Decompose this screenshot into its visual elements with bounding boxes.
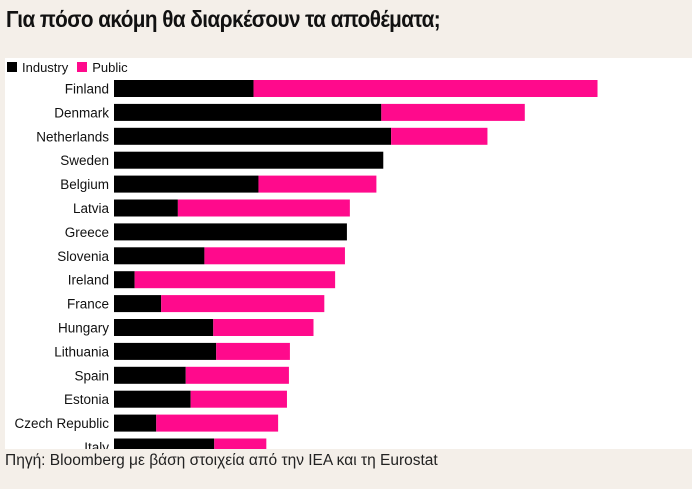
- bar-lithuania-public: [216, 342, 290, 360]
- category-label-france: France: [67, 297, 109, 312]
- legend-item-industry: Industry: [7, 60, 68, 75]
- bar-estonia-public: [190, 390, 287, 408]
- bar-czech-republic-public: [156, 414, 279, 432]
- category-label-hungary: Hungary: [58, 321, 109, 336]
- category-label-netherlands: Netherlands: [36, 129, 109, 144]
- bar-ireland-industry: [114, 271, 135, 289]
- bar-netherlands-industry: [114, 127, 392, 145]
- bar-italy-industry: [114, 438, 215, 449]
- category-label-belgium: Belgium: [60, 177, 109, 192]
- source-note: Πηγή: Bloomberg με βάση στοιχεία από την…: [5, 452, 438, 469]
- category-label-estonia: Estonia: [64, 392, 110, 407]
- bar-latvia-public: [177, 199, 350, 217]
- bar-hungary-public: [213, 319, 314, 336]
- bar-netherlands-public: [391, 127, 488, 145]
- bar-denmark-public: [381, 103, 525, 121]
- category-label-slovenia: Slovenia: [57, 249, 109, 264]
- category-label-greece: Greece: [65, 225, 109, 240]
- bar-finland-public: [253, 80, 598, 97]
- legend-label-public: Public: [92, 59, 128, 75]
- bar-sweden-industry: [114, 151, 384, 169]
- bar-france-public: [161, 295, 325, 313]
- bar-france-industry: [114, 295, 162, 313]
- bar-lithuania-industry: [114, 342, 217, 360]
- bar-slovenia-industry: [114, 247, 205, 265]
- bar-finland-industry: [114, 80, 254, 97]
- category-label-lithuania: Lithuania: [54, 344, 109, 359]
- category-label-finland: Finland: [65, 82, 109, 97]
- category-label-spain: Spain: [74, 368, 109, 383]
- chart-title: Για πόσο ακόμη θα διαρκέσουν τα αποθέματ…: [6, 6, 441, 32]
- legend-label-industry: Industry: [22, 59, 69, 75]
- category-label-denmark: Denmark: [54, 105, 109, 120]
- bar-estonia-industry: [114, 390, 191, 408]
- legend-swatch-industry: [7, 62, 17, 72]
- bar-belgium-industry: [114, 175, 259, 193]
- bar-ireland-public: [134, 271, 336, 289]
- legend: Industry Public: [7, 59, 137, 75]
- chart-panel: Industry Public Finland Denmark Netherland…: [5, 58, 692, 449]
- category-label-latvia: Latvia: [73, 201, 110, 216]
- category-label-sweden: Sweden: [60, 153, 109, 168]
- bar-denmark-industry: [114, 103, 382, 121]
- bar-hungary-industry: [114, 319, 214, 336]
- bar-chart: Finland Denmark Netherlands Sweden Belgium La…: [14, 80, 598, 449]
- legend-item-public: Public: [77, 59, 128, 75]
- bar-greece-industry: [114, 223, 347, 241]
- bar-slovenia-public: [204, 247, 345, 265]
- bar-latvia-industry: [114, 199, 178, 217]
- bar-czech-republic-industry: [114, 414, 157, 432]
- category-label-italy: Italy: [84, 440, 109, 449]
- category-label-ireland: Ireland: [68, 273, 109, 288]
- bar-spain-public: [185, 366, 289, 384]
- bar-spain-industry: [114, 366, 186, 384]
- category-label-czech-republic: Czech Republic: [14, 416, 109, 431]
- legend-swatch-public: [77, 62, 88, 72]
- bar-italy-public: [214, 438, 267, 449]
- bar-belgium-public: [258, 175, 377, 193]
